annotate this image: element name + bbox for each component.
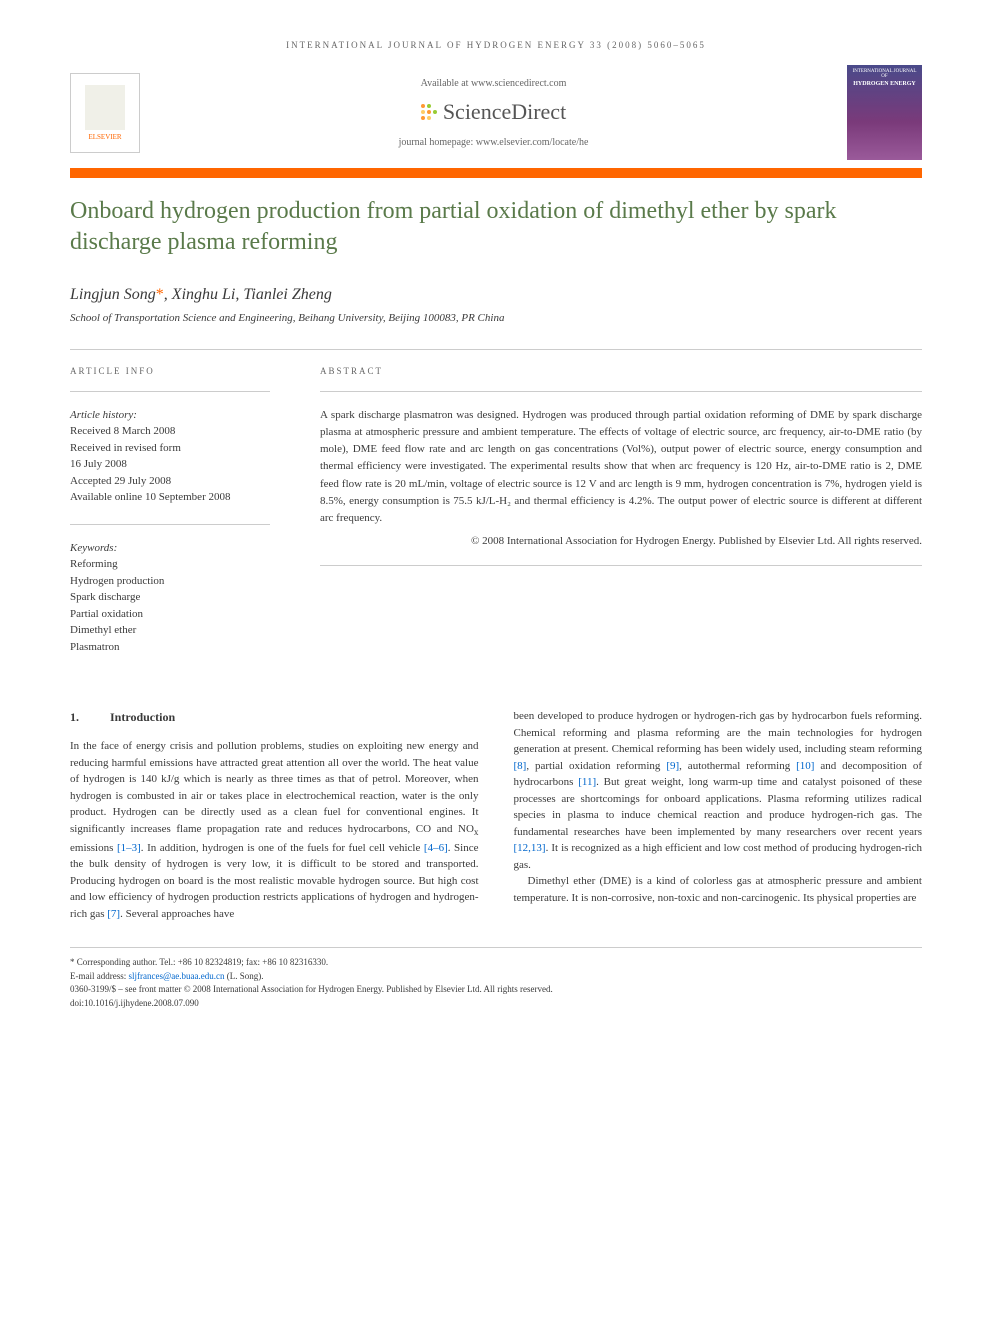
history-item: Received 8 March 2008 <box>70 423 270 440</box>
email-link[interactable]: sljfrances@ae.buaa.edu.cn <box>128 971 224 981</box>
divider <box>320 565 922 566</box>
doi: doi:10.1016/j.ijhydene.2008.07.090 <box>70 997 922 1011</box>
author-name: Lingjun Song <box>70 286 156 303</box>
keywords-block: Keywords: Reforming Hydrogen production … <box>70 540 270 656</box>
body-paragraph: In the face of energy crisis and polluti… <box>70 738 479 922</box>
history-item: 16 July 2008 <box>70 456 270 473</box>
footer-copyright: 0360-3199/$ – see front matter © 2008 In… <box>70 983 922 997</box>
keyword: Spark discharge <box>70 589 270 606</box>
divider <box>70 391 270 392</box>
article-history: Article history: Received 8 March 2008 R… <box>70 407 270 506</box>
reference-link[interactable]: [10] <box>796 760 814 772</box>
corresponding-star-icon: * <box>156 286 164 303</box>
reference-link[interactable]: [4–6] <box>424 842 448 854</box>
elsevier-tree-icon <box>85 85 125 130</box>
section-heading: 1.Introduction <box>70 708 479 726</box>
sciencedirect-dots-icon <box>421 104 437 120</box>
article-info-column: ARTICLE INFO Article history: Received 8… <box>70 365 270 673</box>
abstract-heading: ABSTRACT <box>320 365 922 379</box>
section-number: 1. <box>70 708 110 726</box>
elsevier-text: ELSEVIER <box>88 133 121 141</box>
article-title: Onboard hydrogen production from partial… <box>70 196 922 258</box>
body-column-left: 1.Introduction In the face of energy cri… <box>70 708 479 922</box>
keyword: Dimethyl ether <box>70 622 270 639</box>
reference-link[interactable]: [7] <box>107 908 120 920</box>
email-line: E-mail address: sljfrances@ae.buaa.edu.c… <box>70 970 922 984</box>
authors-list: Lingjun Song*, Xinghu Li, Tianlei Zheng <box>70 286 922 304</box>
keywords-label: Keywords: <box>70 540 270 557</box>
history-item: Available online 10 September 2008 <box>70 489 270 506</box>
email-suffix: (L. Song). <box>224 971 263 981</box>
reference-link[interactable]: [12,13] <box>514 842 546 854</box>
keyword: Reforming <box>70 556 270 573</box>
article-info-heading: ARTICLE INFO <box>70 365 270 379</box>
keyword: Hydrogen production <box>70 573 270 590</box>
header-center: Available at www.sciencedirect.com Scien… <box>155 78 832 148</box>
keyword: Partial oxidation <box>70 606 270 623</box>
divider <box>70 349 922 350</box>
history-item: Received in revised form <box>70 440 270 457</box>
body-column-right: been developed to produce hydrogen or hy… <box>514 708 923 922</box>
sciencedirect-text: ScienceDirect <box>443 99 566 125</box>
section-title: Introduction <box>110 710 175 724</box>
history-label: Article history: <box>70 407 270 424</box>
body-paragraph: been developed to produce hydrogen or hy… <box>514 708 923 873</box>
divider <box>70 524 270 525</box>
journal-header: INTERNATIONAL JOURNAL OF HYDROGEN ENERGY… <box>70 40 922 50</box>
available-text: Available at www.sciencedirect.com <box>155 78 832 89</box>
affiliation: School of Transportation Science and Eng… <box>70 312 922 324</box>
history-item: Accepted 29 July 2008 <box>70 473 270 490</box>
footer: * Corresponding author. Tel.: +86 10 823… <box>70 947 922 1010</box>
reference-link[interactable]: [1–3] <box>117 842 141 854</box>
keyword: Plasmatron <box>70 639 270 656</box>
body-paragraph: Dimethyl ether (DME) is a kind of colorl… <box>514 873 923 906</box>
divider <box>320 391 922 392</box>
reference-link[interactable]: [9] <box>666 760 679 772</box>
info-abstract-section: ARTICLE INFO Article history: Received 8… <box>70 365 922 673</box>
abstract-text: A spark discharge plasmatron was designe… <box>320 407 922 526</box>
journal-cover-thumbnail: INTERNATIONAL JOURNAL OF HYDROGEN ENERGY <box>847 65 922 160</box>
email-label: E-mail address: <box>70 971 128 981</box>
sciencedirect-logo: ScienceDirect <box>155 99 832 125</box>
elsevier-logo: ELSEVIER <box>70 73 140 153</box>
abstract-column: ABSTRACT A spark discharge plasmatron wa… <box>320 365 922 673</box>
author-names-rest: , Xinghu Li, Tianlei Zheng <box>164 286 332 303</box>
reference-link[interactable]: [8] <box>514 760 527 772</box>
body-text: 1.Introduction In the face of energy cri… <box>70 708 922 922</box>
reference-link[interactable]: [11] <box>578 776 596 788</box>
corresponding-author-note: * Corresponding author. Tel.: +86 10 823… <box>70 956 922 970</box>
journal-homepage: journal homepage: www.elsevier.com/locat… <box>155 137 832 148</box>
orange-divider-bar <box>70 168 922 178</box>
publisher-header: ELSEVIER Available at www.sciencedirect.… <box>70 65 922 160</box>
abstract-copyright: © 2008 International Association for Hyd… <box>320 533 922 550</box>
